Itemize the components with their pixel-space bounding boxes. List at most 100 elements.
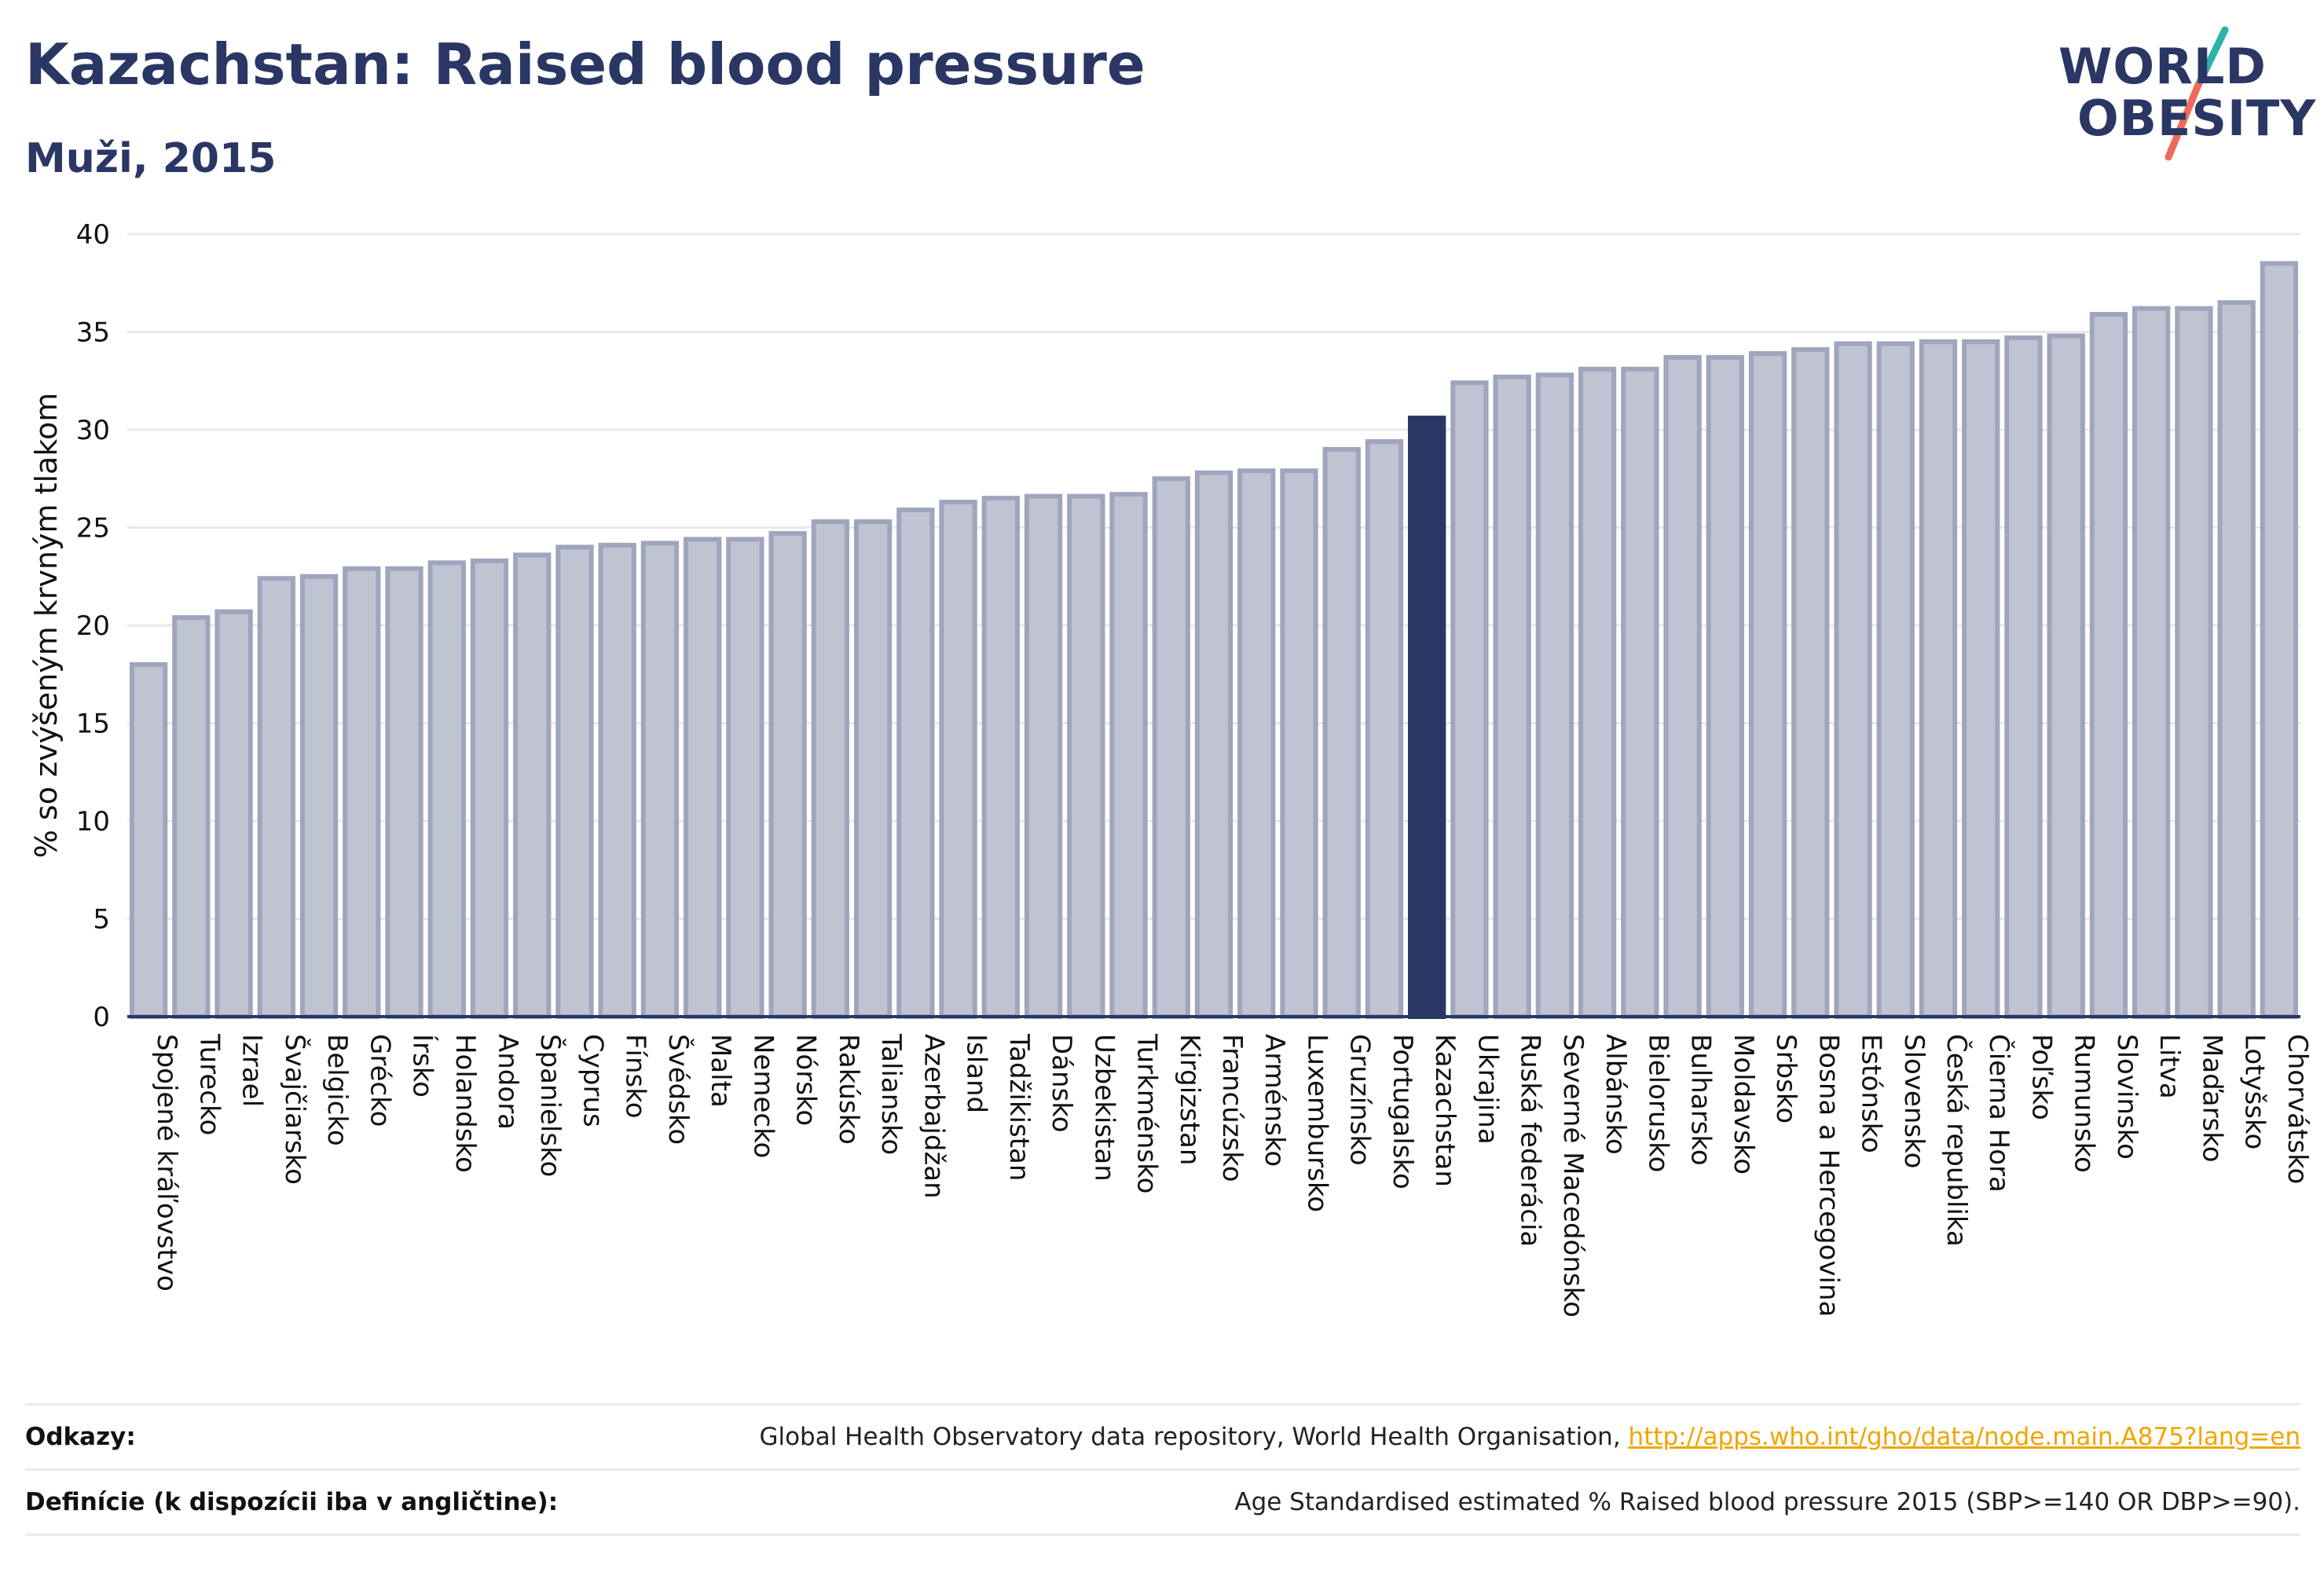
logo-line-1: WORLD — [2058, 38, 2267, 95]
bar — [1067, 493, 1105, 1020]
x-tick-label: Moldavsko — [1728, 1034, 1759, 1175]
bar — [1535, 372, 1574, 1019]
y-tick-label: 0 — [93, 1002, 110, 1033]
sources-value: Global Health Observatory data repositor… — [759, 1423, 2300, 1451]
y-tick-label: 40 — [76, 219, 110, 251]
bar — [513, 552, 552, 1019]
bar — [726, 537, 764, 1019]
bar — [768, 530, 807, 1020]
sources-text: Global Health Observatory data repositor… — [759, 1423, 1629, 1451]
bar — [981, 496, 1020, 1019]
x-tick-label: Poľsko — [2025, 1034, 2057, 1120]
x-tick-label: Cyprus — [577, 1034, 608, 1127]
x-tick-label: Litva — [2154, 1034, 2185, 1099]
x-tick-label: Azerbajdžan — [918, 1034, 949, 1199]
bar — [2132, 306, 2171, 1019]
x-tick-label: Chorvátsko — [2282, 1034, 2313, 1184]
x-tick-label: Kirgizstan — [1174, 1034, 1205, 1165]
x-tick-label: Česká republika — [1941, 1034, 1973, 1247]
bar — [2004, 335, 2043, 1020]
bar-chart: 0 5 10 15 20 25 30 35 40 % so zvýšeným krvným tla… — [29, 219, 2313, 1318]
bar — [2047, 333, 2085, 1020]
bar — [2217, 300, 2256, 1019]
bar — [1024, 493, 1063, 1020]
y-tick-label: 10 — [76, 806, 110, 837]
x-tick-label: Dánsko — [1046, 1034, 1077, 1133]
bar — [2175, 306, 2213, 1019]
bar — [1493, 374, 1531, 1019]
bar — [1962, 339, 2000, 1019]
x-tick-label: Francúzsko — [1216, 1034, 1248, 1182]
x-tick-label: Švédsko — [662, 1034, 695, 1145]
bar — [1237, 468, 1276, 1020]
bar — [598, 542, 636, 1020]
y-axis-label: % so zvýšeným krvným tlakom — [29, 393, 64, 859]
x-tick-label: Švajčiarsko — [279, 1034, 311, 1185]
page-subtitle: Muži, 2015 — [25, 135, 277, 182]
bar — [1919, 339, 1958, 1019]
x-tick-label: Srbsko — [1770, 1034, 1802, 1123]
y-tick-label: 20 — [76, 610, 110, 642]
x-tick-label: Rakúsko — [833, 1034, 864, 1145]
bar — [299, 574, 339, 1019]
bar — [214, 609, 253, 1019]
y-tick-label: 35 — [76, 317, 110, 349]
bar — [1706, 354, 1744, 1019]
bar — [1834, 341, 1872, 1019]
x-tick-label: Spojené kráľovstvo — [151, 1034, 182, 1292]
x-tick-label: Ruská federácia — [1515, 1034, 1546, 1247]
bar — [1194, 470, 1233, 1019]
bar — [1621, 366, 1659, 1019]
x-tick-label: Holandsko — [449, 1034, 481, 1173]
x-tick-label: Slovensko — [1898, 1034, 1930, 1168]
x-tick-label: Nemecko — [747, 1034, 779, 1158]
bar — [1450, 380, 1489, 1020]
bar — [470, 558, 509, 1019]
bar — [1791, 346, 1830, 1020]
x-tick-label: Tadžikistan — [1003, 1033, 1035, 1181]
footer-sources-row: Odkazy: Global Health Observatory data r… — [25, 1403, 2300, 1468]
bar — [385, 566, 423, 1020]
bar — [427, 560, 466, 1019]
sources-link[interactable]: http://apps.who.int/gho/data/node.main.A… — [1628, 1423, 2300, 1451]
x-tick-label: Fínsko — [620, 1034, 651, 1119]
x-tick-label: Turkménsko — [1131, 1033, 1163, 1193]
x-tick-label: Island — [961, 1034, 992, 1113]
x-tick-label: Maďarsko — [2196, 1034, 2227, 1163]
x-tick-label: Luxembursko — [1301, 1034, 1332, 1212]
bar — [1408, 416, 1446, 1019]
x-tick-label: Kazachstan — [1429, 1034, 1461, 1187]
x-tick-label: Andora — [492, 1034, 523, 1130]
bar — [896, 508, 935, 1019]
x-tick-label: Čierna Hora — [1983, 1034, 2015, 1193]
x-tick-label: Španielsko — [534, 1034, 566, 1177]
x-tick-label: Taliansko — [875, 1033, 907, 1155]
x-tick-label: Albánsko — [1600, 1034, 1631, 1155]
sources-label: Odkazy: — [25, 1423, 136, 1451]
page-title: Kazachstan: Raised blood pressure — [25, 31, 1146, 97]
x-tick-label: Arménsko — [1259, 1034, 1290, 1167]
bar — [2260, 261, 2299, 1020]
bar — [1152, 476, 1190, 1019]
definitions-text: Age Standardised estimated % Raised bloo… — [1234, 1488, 2300, 1516]
x-tick-label: Ukrajina — [1472, 1034, 1503, 1145]
bar — [129, 662, 168, 1019]
logo-slash-icon — [2165, 26, 2229, 161]
bar — [1663, 354, 1702, 1019]
x-tick-label: Slovinsko — [2111, 1034, 2143, 1160]
x-tick-label: Turecko — [193, 1033, 225, 1135]
x-tick-label: Gruzínsko — [1344, 1034, 1376, 1166]
bar — [684, 537, 722, 1019]
bar — [1280, 468, 1318, 1020]
x-tick-label: Bosna a Hercegovina — [1813, 1034, 1844, 1317]
x-tick-label: Estónsko — [1856, 1034, 1887, 1153]
bar — [811, 519, 850, 1019]
x-tick-label: Írsko — [407, 1034, 439, 1098]
x-tick-label: Uzbekistan — [1088, 1034, 1120, 1182]
bar — [555, 544, 594, 1019]
world-obesity-logo: WORLD OBESITY — [2043, 24, 2315, 165]
y-tick-label: 25 — [76, 513, 110, 544]
x-tick-label: Nórsko — [790, 1034, 822, 1126]
logo-line-2: OBESITY — [2077, 90, 2317, 147]
x-tick-label: Rumunsko — [2069, 1034, 2100, 1173]
